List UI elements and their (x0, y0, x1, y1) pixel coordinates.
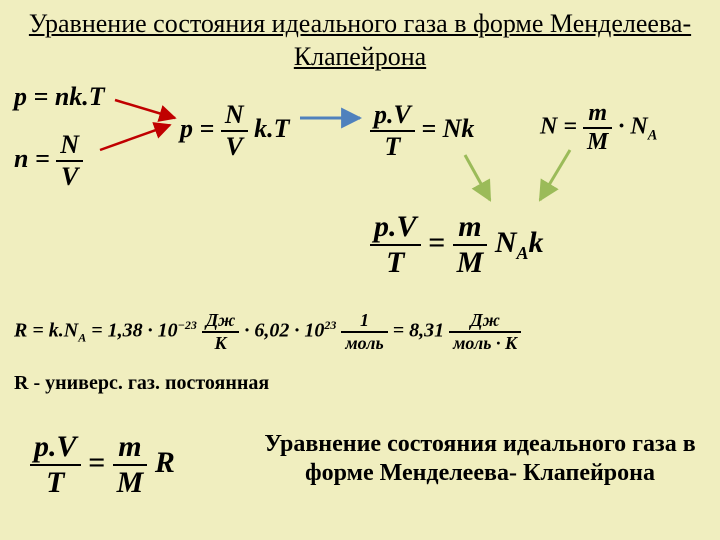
eq-N-num: m (583, 100, 612, 127)
eq-N-lhs: N = (540, 114, 577, 140)
R-mid: · 6,02 · 10 (244, 320, 324, 342)
eq-main: p.V T = m M NAk (370, 210, 544, 280)
R-exp2: 23 (324, 318, 336, 332)
eq-main-num1: p.V (370, 210, 421, 244)
R-u2-num: 1 (341, 310, 387, 331)
R-sub: A (78, 331, 86, 345)
arrow-red-2 (100, 125, 170, 150)
eq-pVT-Nk: p.V T = Nk (370, 100, 474, 162)
eq-n-NV-den: V (56, 160, 83, 192)
eq-p-NVkT-num: N (221, 100, 248, 130)
final-den1: T (30, 464, 81, 500)
R-u1-den: К (202, 331, 239, 354)
R-u2-den: моль (341, 331, 387, 354)
final-num1: p.V (30, 430, 81, 464)
R-label: R - универс. газ. постоянная (14, 372, 269, 395)
title2-line: Уравнение состояния идеального газа в фо… (250, 430, 710, 488)
R-val1: = 1,38 · 10 (91, 320, 177, 342)
eq-N-mM-NA: N = m M · NA (540, 100, 657, 156)
eq-n-NV-num: N (56, 130, 83, 160)
eq-main-k: k (529, 226, 544, 259)
eq-N-sub: A (648, 127, 658, 143)
eq-main-den2: M (453, 244, 488, 280)
eq-final: p.V T = m M R (30, 430, 175, 500)
eq-pVT-rhs: = Nk (421, 114, 474, 143)
eq-n-NV-lhs: n = (14, 144, 50, 173)
eq-main-den1: T (370, 244, 421, 280)
arrow-red-1 (115, 100, 175, 118)
eq-p-NVkT: p = N V k.T (180, 100, 290, 162)
final-num2: m (113, 430, 148, 464)
R-exp1: −23 (178, 318, 197, 332)
eq-main-NA: N (495, 226, 517, 259)
eq-main-eq: = (428, 226, 445, 259)
eq-N-rhs: · N (618, 114, 647, 140)
final-eq: = (88, 446, 105, 479)
eq-main-sub: A (516, 243, 528, 263)
eq-N-den: M (583, 127, 612, 156)
title2-block: Уравнение состояния идеального газа в фо… (250, 430, 710, 488)
R-u1-num: Дж (202, 310, 239, 331)
final-R: R (155, 446, 175, 479)
eq-p-NVkT-rhs: k.T (254, 114, 289, 143)
eq-pVT-num: p.V (370, 100, 415, 130)
arrow-olive-2 (540, 150, 570, 200)
eq-pVT-den: T (370, 130, 415, 162)
eq-R-def: R = k.NA = 1,38 · 10−23 Дж К · 6,02 · 10… (14, 310, 521, 354)
eq-p-NVkT-lhs: p = (180, 114, 214, 143)
R-eq2: = 8,31 (393, 320, 444, 342)
eq-main-num2: m (453, 210, 488, 244)
final-den2: M (113, 464, 148, 500)
R-lhs: R = k.N (14, 320, 78, 342)
eq-n-NV: n = N V (14, 130, 83, 192)
eq-p-NVkT-den: V (221, 130, 248, 162)
R-u3-den: моль · К (449, 331, 521, 354)
eq-p-nkT: p = nk.T (14, 82, 105, 112)
page-title: Уравнение состояния идеального газа в фо… (0, 0, 720, 77)
R-u3-num: Дж (449, 310, 521, 331)
